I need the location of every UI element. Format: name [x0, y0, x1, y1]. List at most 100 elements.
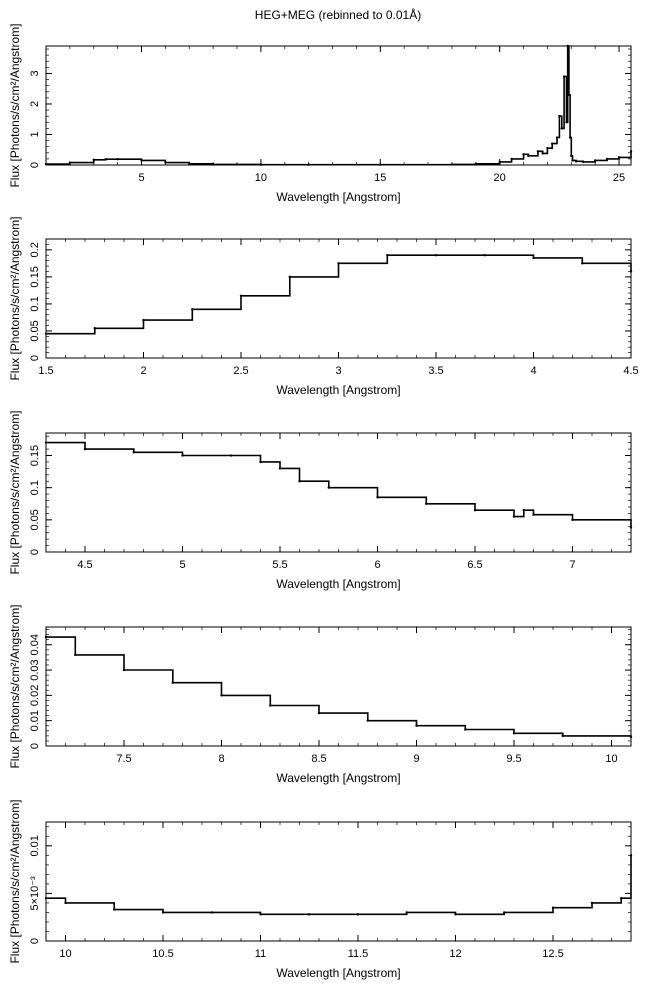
x-tick-label: 20: [494, 172, 506, 184]
data-point: [454, 913, 457, 916]
data-point: [132, 451, 135, 454]
data-point: [104, 158, 107, 161]
x-tick-label: 2: [140, 365, 146, 377]
data-point: [44, 332, 48, 335]
data-point: [546, 147, 549, 150]
data-point: [558, 114, 561, 118]
data-point: [425, 502, 428, 505]
data-point: [567, 93, 571, 97]
data-point: [307, 163, 310, 166]
y-tick-label: 0: [29, 743, 41, 749]
data-point: [356, 913, 360, 916]
y-tick-label: 0.01: [29, 710, 41, 731]
chart-title: HEG+MEG (rebinned to 0.01Å): [254, 8, 422, 22]
data-point: [568, 136, 572, 139]
data-point: [366, 719, 369, 722]
data-point: [571, 159, 574, 162]
spectrum-series: [46, 441, 632, 528]
data-point: [116, 158, 119, 161]
data-point: [269, 704, 272, 707]
data-point: [122, 668, 126, 672]
y-tick-label: 5×10⁻³: [29, 876, 41, 911]
data-point: [93, 327, 96, 330]
data-point: [64, 901, 67, 905]
x-tick-label: 10: [605, 753, 617, 765]
y-tick-label: 0.1: [29, 480, 41, 495]
data-point: [560, 127, 563, 130]
data-point: [259, 163, 263, 166]
y-tick-label: 0: [29, 938, 41, 944]
data-point: [541, 152, 544, 155]
data-point: [551, 142, 554, 145]
data-point: [551, 906, 555, 909]
data-point: [561, 734, 564, 738]
data-point: [164, 161, 167, 164]
data-point: [629, 735, 633, 739]
data-point: [211, 163, 215, 166]
y-tick-label: 3: [29, 70, 41, 76]
data-point: [161, 911, 165, 914]
y-tick-label: 0.05: [29, 320, 41, 341]
data-point: [510, 157, 513, 161]
data-point: [142, 318, 145, 322]
data-point: [562, 75, 566, 78]
panel-3: 4.5 5 5.5 6 6.5 7 0 0.05 0.1 0.15 Wavelength [Angs…: [8, 410, 633, 591]
data-point: [522, 508, 525, 512]
data-point: [386, 254, 389, 257]
x-tick-label: 3.5: [428, 365, 443, 377]
x-tick-label: 5.5: [272, 559, 287, 571]
x-tick-label: 6: [374, 559, 380, 571]
data-point: [288, 275, 291, 279]
x-tick-label: 12: [449, 948, 461, 960]
data-point: [44, 896, 48, 900]
x-tick-label: 4.5: [77, 559, 92, 571]
data-point: [512, 732, 516, 735]
data-point: [220, 694, 223, 697]
x-tick-label: 10.5: [152, 948, 173, 960]
data-point: [191, 308, 194, 311]
y-axis-label: Flux [Photons/s/cm²/Angstrom]: [8, 604, 22, 768]
y-tick-label: 0.2: [29, 242, 41, 257]
x-tick-label: 10: [59, 948, 71, 960]
data-point: [498, 160, 501, 164]
data-point: [181, 454, 184, 457]
axes-frame: [45, 45, 632, 166]
y-tick-label: 0: [29, 549, 41, 555]
y-axis-label: Flux [Photons/s/cm²/Angstrom]: [8, 216, 22, 380]
data-point: [405, 911, 408, 914]
y-tick-label: 1: [29, 131, 41, 137]
y-tick-label: 2: [29, 101, 41, 107]
data-point: [574, 160, 578, 163]
data-point: [617, 156, 621, 159]
data-point: [298, 480, 301, 483]
y-tick-label: 0.01: [29, 835, 41, 856]
data-point: [581, 262, 584, 265]
x-tick-label: 10: [255, 172, 267, 184]
data-point: [565, 121, 568, 124]
x-tick-label: 25: [613, 172, 625, 184]
data-point: [450, 163, 454, 166]
panel-2: 1.5 2 2.5 3 3.5 4 4.5 0 0.05 0.1 0.15 0.2 Wavelength…: [8, 216, 639, 397]
data-point: [571, 518, 574, 522]
data-point: [188, 162, 191, 165]
x-tick-label: 9.5: [506, 753, 521, 765]
x-axis-label: Wavelength [Angstrom]: [276, 577, 400, 591]
y-axis-label: Flux [Photons/s/cm²/Angstrom]: [8, 799, 22, 963]
x-tick-label: 4: [530, 365, 536, 377]
data-point: [522, 153, 525, 156]
data-point: [83, 447, 87, 451]
data-point: [171, 681, 174, 684]
data-point: [582, 160, 585, 164]
spectrum-series: [46, 254, 632, 335]
data-point: [473, 508, 477, 512]
data-point: [512, 515, 516, 518]
data-point: [113, 908, 116, 911]
y-tick-label: 0.05: [29, 509, 41, 530]
x-tick-label: 15: [374, 172, 386, 184]
x-tick-label: 2.5: [233, 365, 248, 377]
data-point: [239, 294, 243, 297]
data-point: [44, 441, 48, 444]
x-tick-label: 7.5: [116, 753, 131, 765]
data-point: [629, 150, 633, 153]
x-axis-label: Wavelength [Angstrom]: [276, 966, 400, 980]
